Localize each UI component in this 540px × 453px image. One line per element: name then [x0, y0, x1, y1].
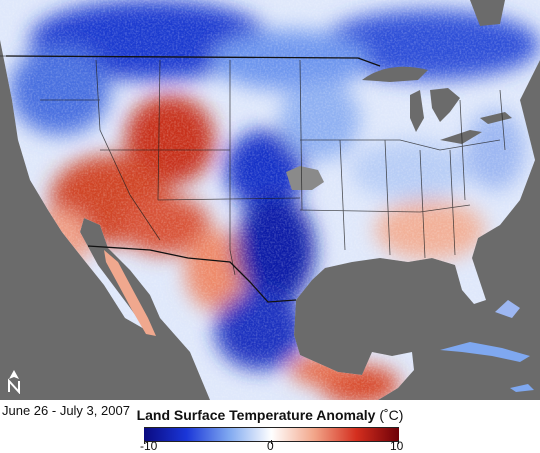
- tick-label-max: 10: [390, 439, 404, 453]
- north-arrow-icon: [6, 370, 22, 395]
- legend-unit: (˚C): [379, 407, 404, 423]
- tick-label-min: -10: [140, 439, 158, 453]
- bahamas: [495, 300, 520, 318]
- legend-title: Land Surface Temperature Anomaly (˚C): [0, 407, 540, 423]
- tick-max: [398, 440, 399, 444]
- great-lakes: [362, 0, 512, 144]
- temperature-anomaly-map: [0, 0, 540, 400]
- baja-peninsula: [104, 250, 156, 336]
- legend-title-text: Land Surface Temperature Anomaly: [136, 407, 376, 423]
- tick-mid: [271, 440, 272, 444]
- tick-min: [144, 440, 145, 444]
- country-borders: [5, 55, 381, 303]
- tick-label-mid: 0: [267, 439, 274, 453]
- cuba: [440, 342, 530, 362]
- caribbean-island: [510, 384, 534, 392]
- no-data-area: [286, 166, 324, 190]
- date-range-label: June 26 - July 3, 2007: [2, 403, 130, 418]
